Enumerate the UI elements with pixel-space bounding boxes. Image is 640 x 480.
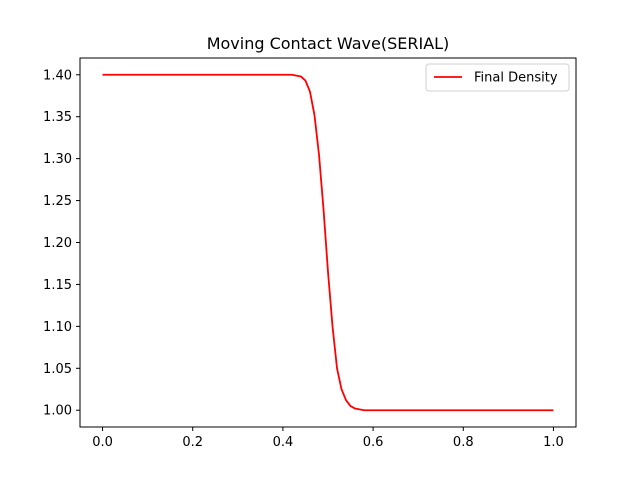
x-tick-label: 1.0	[543, 435, 564, 450]
y-tick-label: 1.00	[43, 404, 72, 419]
legend-box	[425, 63, 570, 92]
x-axis: 0.0 0.2 0.4 0.6 0.8 1.0	[92, 427, 564, 450]
y-tick-label: 1.25	[43, 194, 72, 209]
y-tick-label: 1.10	[43, 320, 72, 335]
y-tick-label: 1.15	[43, 278, 72, 293]
x-tick-label: 0.8	[453, 435, 474, 450]
x-tick-label: 0.2	[182, 435, 203, 450]
x-tick-label: 0.0	[92, 435, 113, 450]
x-tick-label: 0.4	[273, 435, 294, 450]
plot-frame	[79, 57, 577, 428]
y-tick-label: 1.30	[43, 152, 72, 167]
y-tick-label: 1.40	[43, 68, 72, 83]
legend-label-final-density: Final Density	[474, 71, 558, 86]
series-line-final-density	[102, 73, 554, 412]
legend: Final Density	[425, 63, 570, 92]
chart-title: Moving Contact Wave(SERIAL)	[207, 34, 450, 53]
y-tick-label: 1.35	[43, 110, 72, 125]
y-axis: 1.00 1.05 1.10 1.15 1.20 1.25 1.30 1.35 1.40	[43, 68, 80, 419]
y-tick-label: 1.20	[43, 236, 72, 251]
plot-area: 0.0 0.2 0.4 0.6 0.8 1.0 1.001.051.101.151.201…	[43, 57, 577, 450]
y-tick-label: 1.05	[43, 362, 72, 377]
series-layer	[102, 73, 554, 412]
x-tick-label: 0.6	[363, 435, 384, 450]
